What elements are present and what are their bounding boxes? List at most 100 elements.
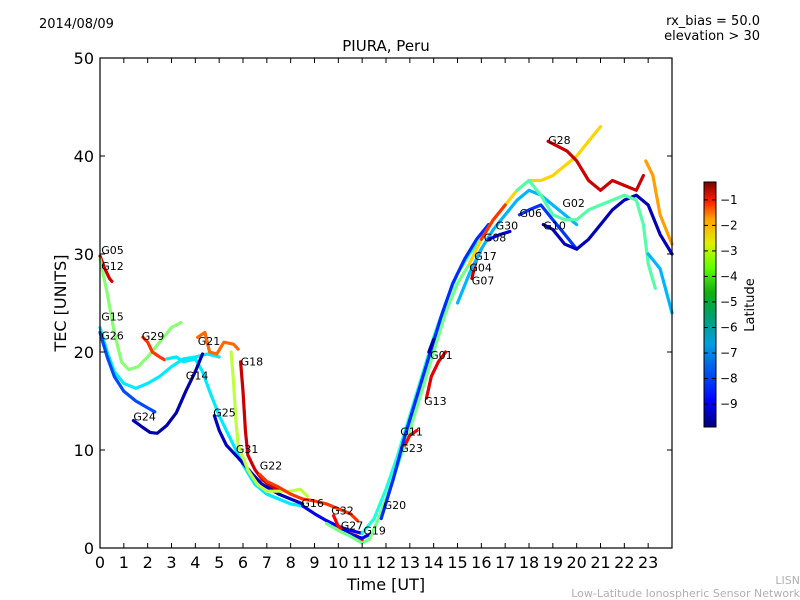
x-tick-label: 12 (376, 553, 396, 572)
series-g16 (301, 504, 364, 535)
elevation-label: elevation > 30 (664, 29, 760, 44)
x-tick-label: 10 (328, 553, 348, 572)
series-g13 (424, 350, 448, 400)
x-tick-label: 6 (238, 553, 248, 572)
x-tick-label: 0 (95, 553, 105, 572)
series-g06 (517, 203, 579, 251)
sat-label-g31: G31 (236, 443, 259, 456)
y-tick-label: 20 (74, 343, 94, 362)
x-tick-label: 15 (447, 553, 467, 572)
series-g02 (515, 178, 657, 290)
sat-label-g17: G17 (474, 250, 497, 263)
series-g05 (98, 254, 114, 283)
series-g11 (379, 223, 491, 521)
chart-title: PIURA, Peru (342, 37, 430, 55)
sat-label-g10: G10 (543, 220, 566, 233)
sat-label-g15: G15 (101, 311, 124, 324)
colorbar-tick-label: −6 (720, 320, 738, 334)
sat-label-g27: G27 (341, 519, 364, 532)
colorbar-tick-label: −7 (720, 346, 738, 360)
series-g09 (644, 159, 674, 246)
sat-label-g26: G26 (101, 330, 124, 343)
x-tick-label: 11 (352, 553, 372, 572)
series-g28 (546, 139, 645, 192)
x-tick-label: 22 (614, 553, 634, 572)
y-tick-label: 0 (84, 539, 94, 558)
parameters-block: rx_bias = 50.0 elevation > 30 (664, 14, 760, 44)
series-g04 (455, 188, 579, 305)
sat-label-g16: G16 (301, 497, 324, 510)
colorbar-tick-label: −4 (720, 269, 738, 283)
sat-label-g28: G28 (548, 134, 571, 147)
colorbar-tick-label: −8 (720, 372, 738, 386)
series-g23 (403, 428, 419, 447)
sat-label-g11: G11 (400, 425, 423, 438)
series-g21 (196, 330, 240, 356)
series-g15 (98, 325, 221, 390)
sat-label-g20: G20 (384, 499, 407, 512)
sat-label-g13: G13 (424, 395, 447, 408)
sat-label-g07: G07 (472, 274, 495, 287)
y-tick-label: 10 (74, 441, 94, 460)
colorbar-tick-label: −2 (720, 218, 738, 232)
sat-label-g06: G06 (520, 207, 543, 220)
x-tick-label: 19 (543, 553, 563, 572)
y-tick-label: 40 (74, 147, 94, 166)
series-g26 (98, 330, 157, 414)
sat-label-g30: G30 (496, 219, 519, 232)
colorbar-tick-label: −9 (720, 397, 738, 411)
y-tick-label: 30 (74, 245, 94, 264)
credit-short: LISN (775, 574, 800, 587)
series-g24 (131, 352, 205, 435)
x-tick-label: 5 (214, 553, 224, 572)
sat-label-g14: G14 (186, 369, 209, 382)
credit-block: LISN Low-Latitude Ionospheric Sensor Net… (571, 574, 800, 600)
sat-label-g01: G01 (430, 349, 453, 362)
x-tick-label: 17 (495, 553, 515, 572)
sat-label-g12: G12 (101, 260, 124, 273)
sat-label-g08: G08 (484, 231, 507, 244)
series-g03 (646, 252, 674, 315)
date-label: 2014/08/09 (39, 17, 114, 32)
x-tick-label: 8 (286, 553, 296, 572)
sat-label-g29: G29 (142, 330, 165, 343)
series-g12 (98, 257, 183, 372)
x-tick-label: 20 (566, 553, 586, 572)
series-g30 (486, 229, 512, 241)
x-tick-label: 4 (190, 553, 200, 572)
axis-ticks-layer: 0 1 2 3 4 5 6 7 8 9 10 11 12 13 14 15 16 17 18 19 20 21 22 2301… (74, 49, 672, 572)
sat-label-g24: G24 (133, 411, 156, 424)
sat-label-g05: G05 (101, 244, 124, 257)
x-tick-label: 2 (143, 553, 153, 572)
colorbar-tick-label: −1 (720, 193, 738, 207)
colorbar (703, 181, 717, 428)
y-tick-label: 50 (74, 49, 94, 68)
series-layer (98, 125, 674, 545)
sat-label-g32: G32 (331, 505, 354, 518)
x-tick-label: 3 (166, 553, 176, 572)
x-tick-label: 21 (590, 553, 610, 572)
y-axis-label: TEC [UNITS] (51, 255, 70, 353)
x-tick-label: 16 (471, 553, 491, 572)
series-g14 (165, 355, 305, 508)
series-g29 (141, 335, 166, 362)
sat-label-g21: G21 (198, 335, 221, 348)
series-g08 (479, 203, 507, 241)
credit-full: Low-Latitude Ionospheric Sensor Network (571, 587, 800, 600)
series-g10 (541, 193, 674, 256)
sat-label-g23: G23 (400, 442, 423, 455)
colorbar-ticks-layer: −1 −2 −3 −4 −5 −6 −7 −8 −9 (704, 193, 738, 411)
x-tick-label: 1 (119, 553, 129, 572)
sat-label-g02: G02 (562, 197, 585, 210)
series-g22 (258, 472, 359, 523)
series-g31 (229, 350, 309, 498)
x-tick-label: 7 (262, 553, 272, 572)
x-axis-label: Time [UT] (346, 575, 425, 594)
colorbar-tick-label: −3 (720, 244, 738, 258)
series-g18 (239, 360, 281, 491)
sat-label-g18: G18 (241, 356, 264, 369)
x-tick-label: 14 (423, 553, 443, 572)
x-tick-label: 23 (638, 553, 658, 572)
x-tick-label: 13 (400, 553, 420, 572)
